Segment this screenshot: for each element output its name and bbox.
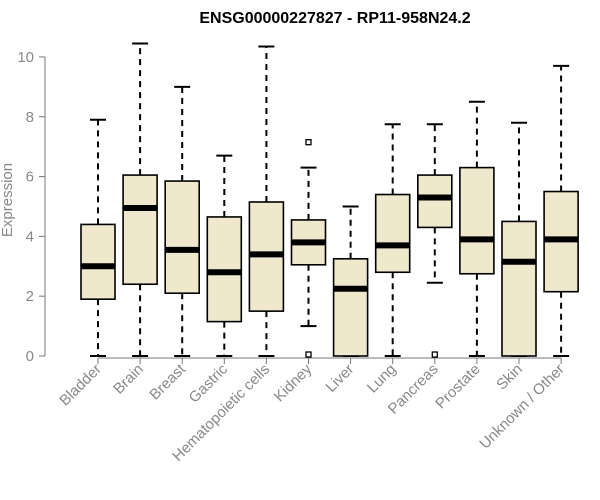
box-gastric bbox=[206, 154, 243, 357]
box-breast bbox=[164, 85, 200, 357]
iqr-box bbox=[80, 223, 116, 300]
x-tick-label: Bladder bbox=[56, 361, 105, 410]
y-tick-label: 6 bbox=[26, 169, 34, 186]
x-tick-label: Lung bbox=[364, 361, 400, 397]
x-tick-label: Liver bbox=[322, 361, 357, 396]
iqr-box bbox=[164, 180, 200, 295]
boxes bbox=[80, 42, 579, 358]
x-tick-label: Skin bbox=[493, 361, 526, 394]
chart-title: ENSG00000227827 - RP11-958N24.2 bbox=[199, 10, 470, 27]
box-bladder bbox=[80, 118, 116, 357]
box-liver bbox=[332, 205, 369, 357]
axes: 0 2 4 6 8 10 bbox=[17, 49, 562, 365]
box-pancreas bbox=[416, 123, 453, 358]
box-kidney bbox=[290, 139, 327, 358]
x-tick-label: Brain bbox=[110, 361, 147, 398]
iqr-box bbox=[374, 193, 411, 274]
box-prostate bbox=[459, 100, 495, 357]
x-tick-label: Breast bbox=[146, 360, 189, 403]
y-tick-label: 2 bbox=[26, 288, 34, 305]
outlier-point bbox=[305, 351, 312, 358]
iqr-box bbox=[332, 258, 369, 357]
outlier-point bbox=[305, 139, 312, 146]
y-tick-label: 10 bbox=[17, 49, 34, 66]
box-skin bbox=[501, 121, 537, 357]
box-unknown-other bbox=[543, 64, 579, 357]
box-lung bbox=[374, 123, 411, 357]
y-tick-label: 0 bbox=[26, 348, 34, 365]
outlier-point bbox=[431, 351, 438, 358]
y-axis-label: Expression bbox=[0, 163, 16, 237]
box-hematopoietic-cells bbox=[248, 45, 285, 357]
iqr-box bbox=[501, 220, 537, 357]
box-brain bbox=[122, 42, 158, 357]
iqr-box bbox=[122, 174, 158, 286]
y-tick-label: 8 bbox=[26, 109, 34, 126]
y-tick-label: 4 bbox=[26, 228, 34, 245]
iqr-box bbox=[416, 174, 453, 229]
iqr-box bbox=[459, 166, 495, 275]
x-tick-label: Kidney bbox=[271, 360, 316, 405]
x-tick-label: Prostate bbox=[432, 361, 484, 413]
